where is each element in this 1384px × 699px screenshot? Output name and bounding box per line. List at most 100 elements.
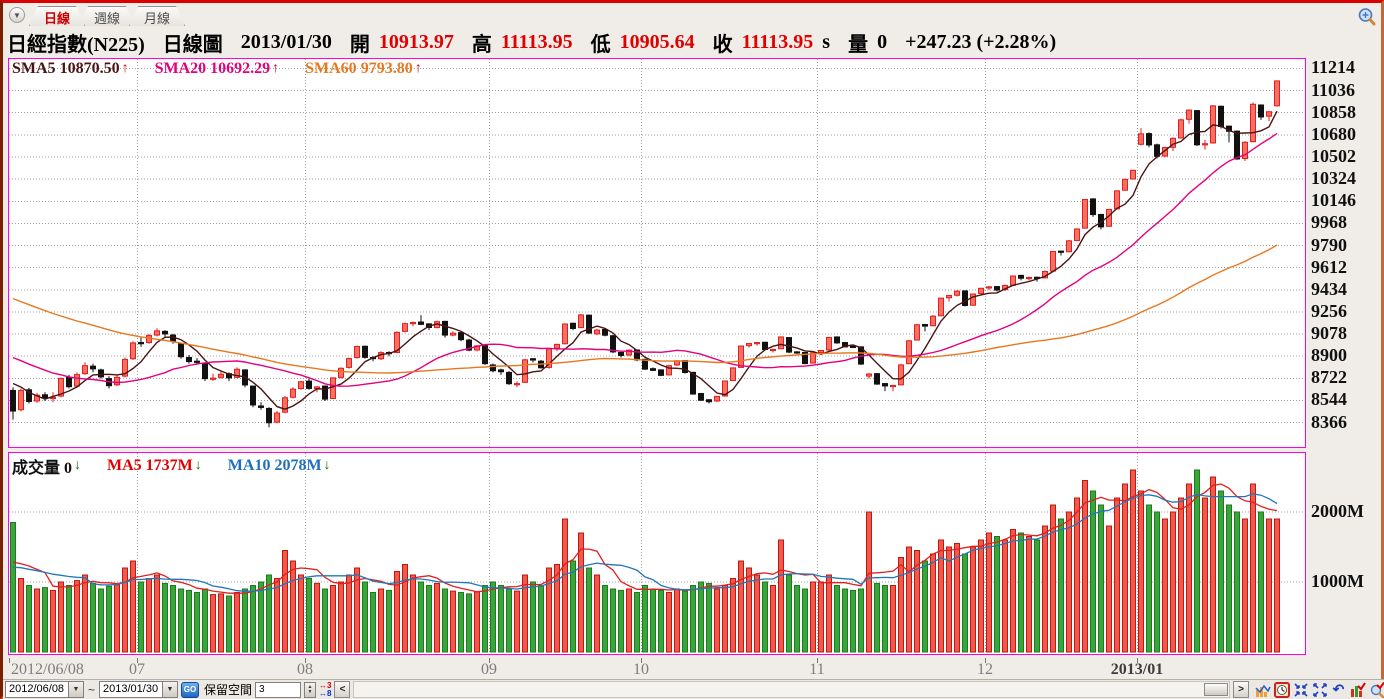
time-axis-first-label: 2012/06/08 xyxy=(11,661,84,678)
time-axis-tick xyxy=(1137,658,1138,663)
price-tick-label: 9256 xyxy=(1311,300,1347,321)
time-axis-tick xyxy=(305,658,306,663)
open-label: 開 xyxy=(349,34,370,56)
price-tick-label: 9790 xyxy=(1311,234,1347,255)
symbol-name: 日經指數(N225) xyxy=(7,34,145,56)
tab-weekly-label: 週線 xyxy=(94,11,121,26)
scrollbar-thumb[interactable] xyxy=(1204,683,1228,696)
sma20-label: SMA20 10692.29 xyxy=(154,60,271,77)
date-range-separator: ~ xyxy=(88,682,96,697)
change-value: +247.23 (+2.28%) xyxy=(905,31,1057,53)
status-bar: 2012/06/08 ▼ ~ 2013/01/30 ▼ GO 保留空間 3 ▲ ▼… xyxy=(3,679,1384,699)
price-tick-label: 11214 xyxy=(1311,57,1356,78)
toolbar-icon-group: ↶ xyxy=(1254,681,1384,698)
time-axis-month-label: 11 xyxy=(809,661,825,678)
close-suffix: s xyxy=(822,31,831,53)
chart-settings-check-icon[interactable] xyxy=(1349,681,1366,698)
price-tick-label: 10502 xyxy=(1311,145,1356,166)
reserve-space-spinner[interactable]: ▲ ▼ xyxy=(304,681,317,698)
zoom-check-icon[interactable] xyxy=(1368,681,1384,698)
volume-ma5-label: MA5 1737M xyxy=(107,457,193,474)
sma-legend: SMA5 10870.50 ↑ SMA20 10692.29 ↑ SMA60 979… xyxy=(12,60,448,78)
period-tab-bar: ▼ 日線 週線 月線 xyxy=(5,3,179,26)
volume-down-arrow-icon: ↓ xyxy=(74,458,82,473)
tab-daily[interactable]: 日線 xyxy=(29,6,85,26)
go-button[interactable]: GO xyxy=(181,681,200,698)
from-date-value: 2012/06/08 xyxy=(9,683,65,695)
reserve-space-label: 保留空間 xyxy=(204,683,253,697)
collapse-arrows-icon[interactable] xyxy=(1292,681,1309,698)
time-axis-tick xyxy=(641,658,642,663)
price-tick-label: 10146 xyxy=(1311,190,1356,211)
price-tick-label: 10324 xyxy=(1311,168,1356,189)
time-axis-month-label: 09 xyxy=(481,661,497,678)
undo-icon[interactable]: ↶ xyxy=(1332,681,1345,697)
high-label: 高 xyxy=(471,34,492,56)
reserve-space-input[interactable]: 3 xyxy=(255,681,302,698)
high-value: 11113.95 xyxy=(500,31,573,53)
time-axis-month-label: 12 xyxy=(977,661,993,678)
time-axis: 2012/06/08 07 08 09 10 11 12 2013/01 xyxy=(3,658,1384,679)
price-tick-label: 9434 xyxy=(1311,278,1347,299)
quote-header: 日經指數(N225) 日線圖 2013/01/30 開 10913.97 高 1… xyxy=(7,28,1383,57)
volume-chart-canvas[interactable] xyxy=(9,453,1305,654)
scroll-right-button[interactable]: > xyxy=(1233,681,1249,698)
tab-daily-label: 日線 xyxy=(44,11,71,26)
quote-date: 2013/01/30 xyxy=(240,31,332,53)
from-date-combobox[interactable]: 2012/06/08 ▼ xyxy=(5,681,84,698)
price-tick-label: 10680 xyxy=(1311,123,1356,144)
price-tick-label: 9078 xyxy=(1311,323,1347,344)
tab-monthly[interactable]: 月線 xyxy=(129,6,185,26)
price-tick-label: 8722 xyxy=(1311,367,1347,388)
scrollbar-track[interactable] xyxy=(353,681,1230,698)
indicator-wave-icon[interactable] xyxy=(1254,681,1271,698)
volume-legend: 成交量 0 ↓ MA5 1737M ↓ MA10 2078M ↓ xyxy=(12,454,357,478)
price-chart-panel[interactable]: SMA5 10870.50 ↑ SMA20 10692.29 ↑ SMA60 979… xyxy=(8,58,1306,448)
volume-chart-panel[interactable]: 成交量 0 ↓ MA5 1737M ↓ MA10 2078M ↓ xyxy=(8,452,1306,655)
to-date-dropdown-icon[interactable]: ▼ xyxy=(162,682,178,697)
clock-icon[interactable] xyxy=(1273,681,1290,698)
close-label: 收 xyxy=(712,34,733,56)
price-tick-label: 8900 xyxy=(1311,345,1347,366)
tab-dropdown-button[interactable]: ▼ xyxy=(9,7,25,23)
time-axis-tick xyxy=(9,658,10,663)
volume-ma5-down-arrow-icon: ↓ xyxy=(194,458,202,473)
price-chart-canvas[interactable] xyxy=(9,59,1305,447)
time-axis-month-label: 2013/01 xyxy=(1110,661,1164,678)
time-axis-month-label: 07 xyxy=(129,661,145,678)
time-axis-tick xyxy=(137,658,138,663)
time-axis-month-label: 08 xyxy=(297,661,313,678)
price-tick-label: 8544 xyxy=(1311,389,1347,410)
time-axis-tick xyxy=(817,658,818,663)
time-axis-month-label: 10 xyxy=(633,661,649,678)
sma20-up-arrow-icon: ↑ xyxy=(272,61,280,76)
price-tick-label: 11036 xyxy=(1311,79,1356,100)
volume-legend-label: 成交量 0 xyxy=(12,460,73,477)
sma60-label: SMA60 9793.80 xyxy=(305,60,413,77)
price-tick-label: 9968 xyxy=(1311,212,1347,233)
to-date-combobox[interactable]: 2013/01/30 ▼ xyxy=(99,681,179,698)
sma60-up-arrow-icon: ↑ xyxy=(414,61,422,76)
volume-value: 0 xyxy=(877,31,888,53)
time-axis-tick xyxy=(985,658,986,663)
volume-tick-label: 2000M xyxy=(1311,501,1364,521)
close-value: 11113.95 xyxy=(741,31,814,53)
price-tick-label: 9612 xyxy=(1311,256,1347,277)
open-value: 10913.97 xyxy=(378,31,454,53)
low-label: 低 xyxy=(590,34,611,56)
volume-ma10-down-arrow-icon: ↓ xyxy=(323,458,331,473)
expand-arrows-icon[interactable] xyxy=(1311,681,1328,698)
time-axis-tick xyxy=(489,658,490,663)
tab-monthly-label: 月線 xyxy=(144,11,171,26)
tab-weekly[interactable]: 週線 xyxy=(79,6,135,26)
scroll-left-button[interactable]: < xyxy=(334,681,351,698)
bar-width-icon[interactable]: ↔3 ↔8 xyxy=(319,680,332,698)
zoom-in-icon[interactable] xyxy=(1357,7,1377,27)
volume-ma10-label: MA10 2078M xyxy=(227,457,322,474)
volume-tick-label: 1000M xyxy=(1311,571,1364,591)
chart-type-label: 日線圖 xyxy=(162,34,223,56)
volume-label: 量 xyxy=(848,34,869,56)
low-value: 10905.64 xyxy=(619,31,695,53)
price-tick-label: 10858 xyxy=(1311,101,1356,122)
from-date-dropdown-icon[interactable]: ▼ xyxy=(68,682,83,697)
